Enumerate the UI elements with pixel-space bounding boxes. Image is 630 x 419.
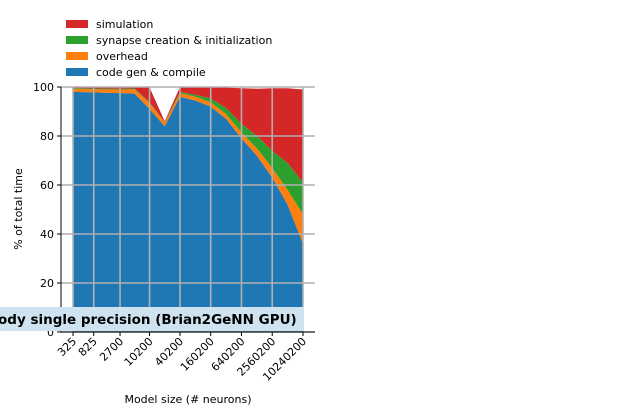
chart-title: ody single precision (Brian2GeNN GPU) (0, 312, 297, 328)
x-tick-label: 325 (55, 335, 79, 359)
x-tick-label: 825 (76, 335, 100, 359)
legend-label: synapse creation & initialization (96, 34, 272, 47)
y-axis-label: % of total time (12, 168, 25, 250)
y-tick-label: 100 (33, 81, 54, 94)
y-tick-label: 20 (40, 277, 54, 290)
x-axis-label: Model size (# neurons) (124, 393, 251, 406)
y-tick-label: 0 (47, 326, 54, 339)
y-tick-label: 40 (40, 228, 54, 241)
legend-swatch (66, 20, 88, 28)
area (73, 91, 304, 333)
legend-label: code gen & compile (96, 66, 206, 79)
legend-label: overhead (96, 50, 148, 63)
title-box (0, 307, 304, 331)
legend-swatch (66, 68, 88, 76)
y-tick-label: 60 (40, 179, 54, 192)
legend-swatch (66, 36, 88, 44)
y-tick-label: 80 (40, 130, 54, 143)
legend-swatch (66, 52, 88, 60)
area (73, 87, 304, 183)
legend-label: simulation (96, 18, 153, 31)
x-tick-label: 10200 (122, 335, 156, 369)
